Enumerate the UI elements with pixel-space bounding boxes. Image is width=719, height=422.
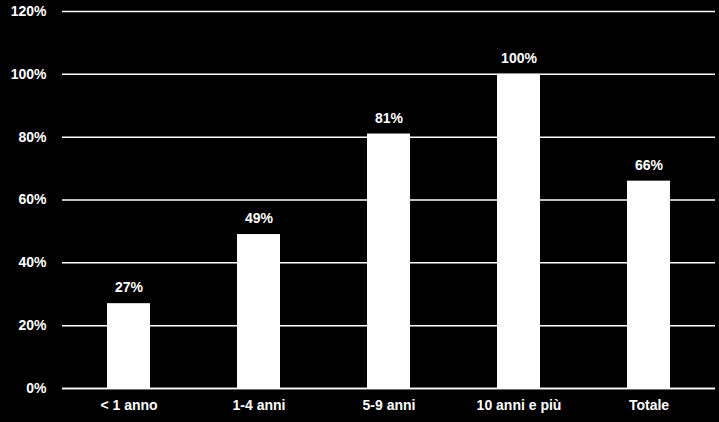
svg-text:100%: 100% bbox=[501, 50, 537, 66]
svg-text:81%: 81% bbox=[375, 110, 404, 126]
svg-text:20%: 20% bbox=[18, 317, 47, 333]
svg-text:49%: 49% bbox=[245, 210, 274, 226]
svg-text:60%: 60% bbox=[18, 191, 47, 207]
svg-text:100%: 100% bbox=[11, 66, 47, 82]
svg-text:120%: 120% bbox=[11, 3, 47, 19]
svg-text:0%: 0% bbox=[26, 380, 47, 396]
svg-text:10 anni e più: 10 anni e più bbox=[477, 397, 562, 413]
svg-text:40%: 40% bbox=[18, 254, 47, 270]
svg-text:5-9 anni: 5-9 anni bbox=[363, 397, 416, 413]
svg-text:Totale: Totale bbox=[629, 397, 669, 413]
svg-text:80%: 80% bbox=[18, 129, 47, 145]
svg-text:66%: 66% bbox=[635, 157, 664, 173]
svg-text:27%: 27% bbox=[115, 279, 144, 295]
svg-text:< 1 anno: < 1 anno bbox=[100, 397, 157, 413]
svg-text:1-4 anni: 1-4 anni bbox=[233, 397, 286, 413]
